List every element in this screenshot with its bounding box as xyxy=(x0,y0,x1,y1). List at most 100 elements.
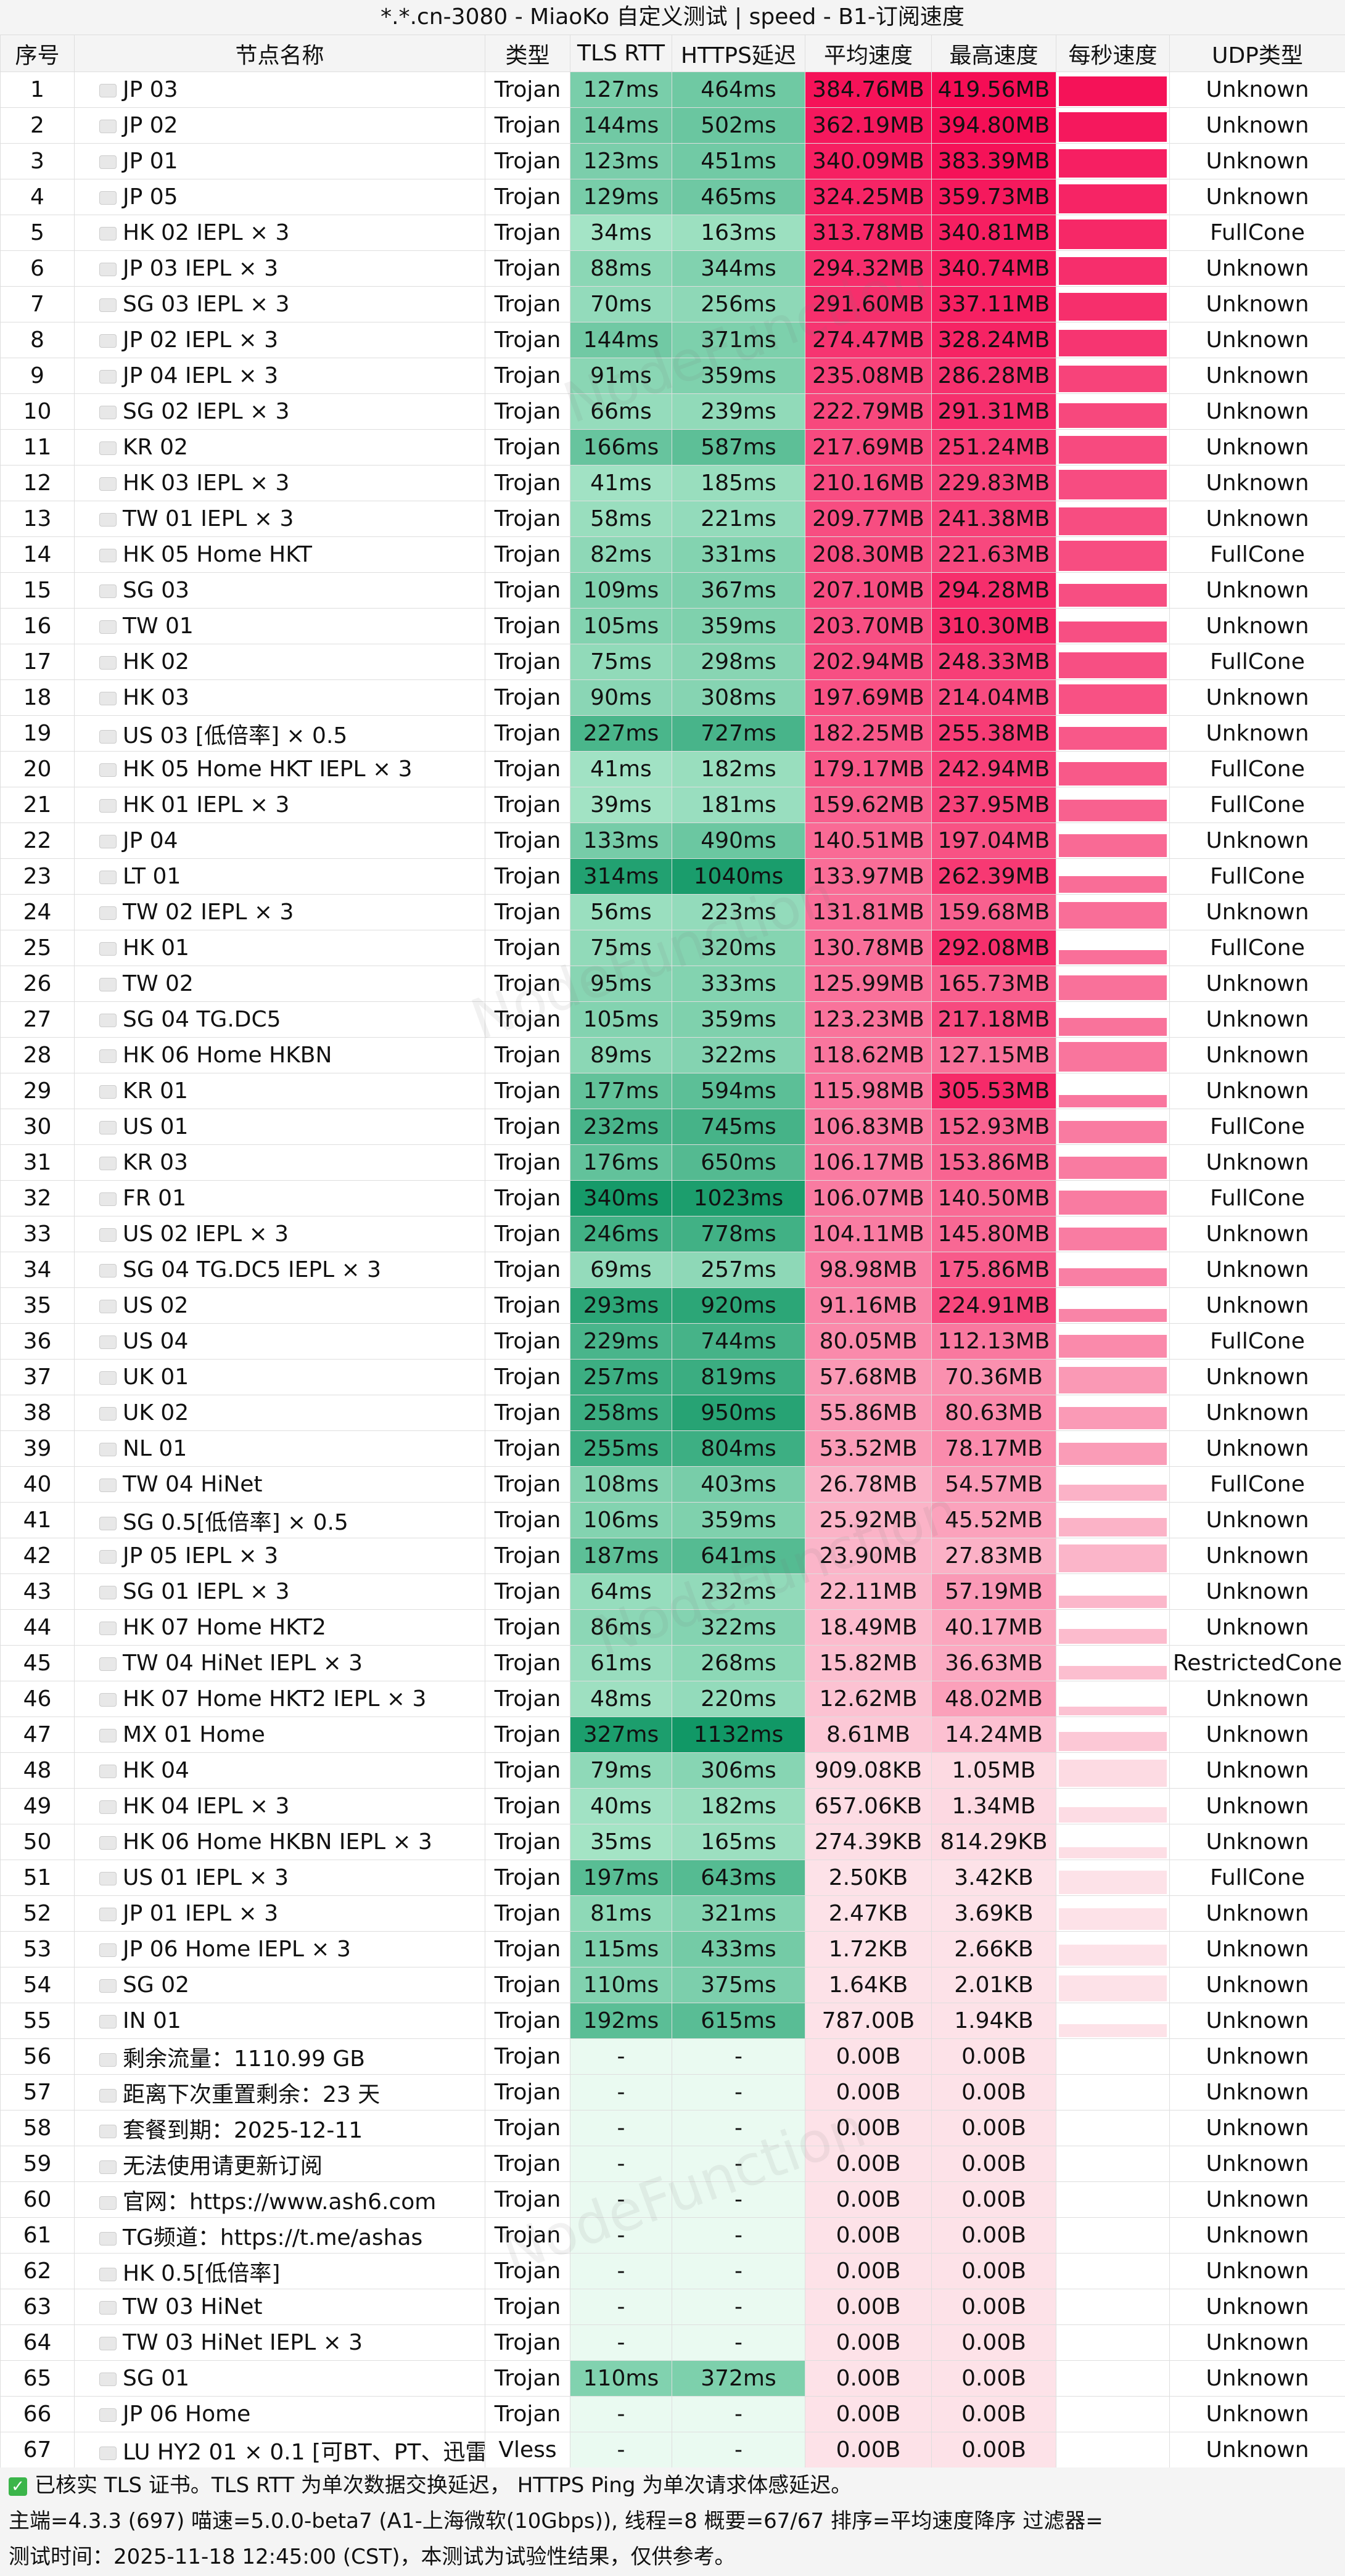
node-name-text: JP 06 Home xyxy=(123,2402,251,2427)
row-index: 66 xyxy=(0,2396,75,2432)
max-speed: 310.30MB xyxy=(931,608,1056,644)
per-second-speed xyxy=(1056,429,1170,466)
table-row: 15 SG 03 Trojan 109ms 367ms 207.10MB 294.28MB U… xyxy=(0,572,1345,609)
average-speed: 909.08KB xyxy=(805,1752,932,1789)
max-speed: 70.36MB xyxy=(931,1359,1056,1395)
node-name: HK 06 Home HKBN IEPL × 3 xyxy=(74,1824,485,1860)
protocol-type: Trojan xyxy=(485,2253,570,2289)
table-row: 41 SG 0.5[低倍率] × 0.5 Trojan 106ms 359ms 25.92… xyxy=(0,1502,1345,1538)
protocol-type: Trojan xyxy=(485,1788,570,1824)
speed-sparkline xyxy=(1059,1017,1167,1036)
protocol-type: Trojan xyxy=(485,358,570,394)
node-name: NL 01 xyxy=(74,1430,485,1467)
flag-icon xyxy=(99,1800,117,1814)
table-row: 39 NL 01 Trojan 255ms 804ms 53.52MB 78.17MB Unk… xyxy=(0,1430,1345,1467)
node-name-text: HK 05 Home HKT xyxy=(123,542,313,567)
flag-icon xyxy=(99,2301,117,2315)
udp-type: Unknown xyxy=(1169,679,1345,716)
tls-rtt: 327ms xyxy=(570,1717,672,1753)
row-index: 13 xyxy=(0,501,75,537)
https-latency: - xyxy=(672,2146,805,2182)
flag-icon xyxy=(99,1943,117,1957)
tls-rtt: 129ms xyxy=(570,179,672,215)
average-speed: 106.07MB xyxy=(805,1180,932,1216)
udp-type: Unknown xyxy=(1169,465,1345,501)
protocol-type: Vless xyxy=(485,2432,570,2468)
max-speed: 152.93MB xyxy=(931,1109,1056,1145)
tls-rtt: - xyxy=(570,2432,672,2468)
protocol-type: Trojan xyxy=(485,715,570,752)
row-index: 52 xyxy=(0,1895,75,1932)
node-name-text: HK 03 IEPL × 3 xyxy=(123,470,290,496)
row-index: 61 xyxy=(0,2217,75,2254)
tls-rtt: 69ms xyxy=(570,1252,672,1288)
table-row: 3 JP 01 Trojan 123ms 451ms 340.09MB 383.39MB Un… xyxy=(0,143,1345,179)
https-latency: 256ms xyxy=(672,286,805,322)
footer-line: ✓ 已核实 TLS 证书。TLS RTT 为单次数据交换延迟， HTTPS Pin… xyxy=(9,2467,1345,2503)
per-second-speed xyxy=(1056,858,1170,895)
flag-icon xyxy=(99,1622,117,1635)
node-name-text: JP 04 IEPL × 3 xyxy=(123,363,279,388)
per-second-speed xyxy=(1056,1538,1170,1574)
tls-rtt: 48ms xyxy=(570,1681,672,1717)
protocol-type: Trojan xyxy=(485,2217,570,2254)
per-second-speed xyxy=(1056,2110,1170,2146)
udp-type: Unknown xyxy=(1169,1430,1345,1467)
udp-type: Unknown xyxy=(1169,1967,1345,2003)
node-name: SG 03 xyxy=(74,572,485,609)
flag-icon xyxy=(99,477,117,491)
per-second-speed xyxy=(1056,1109,1170,1145)
protocol-type: Trojan xyxy=(485,1502,570,1538)
tls-rtt: 229ms xyxy=(570,1323,672,1360)
max-speed: 0.00B xyxy=(931,2432,1056,2468)
node-name-text: HK 04 IEPL × 3 xyxy=(123,1794,290,1819)
tls-rtt: 115ms xyxy=(570,1931,672,1967)
node-name: HK 02 xyxy=(74,644,485,680)
speed-sparkline xyxy=(1059,761,1167,786)
average-speed: 202.94MB xyxy=(805,644,932,680)
protocol-type: Trojan xyxy=(485,1717,570,1753)
node-name: LT 01 xyxy=(74,858,485,895)
per-second-speed xyxy=(1056,1717,1170,1753)
tls-rtt: 82ms xyxy=(570,536,672,573)
flag-icon xyxy=(99,1228,117,1242)
protocol-type: Trojan xyxy=(485,1180,570,1216)
node-name-text: JP 01 xyxy=(123,149,178,174)
table-row: 48 HK 04 Trojan 79ms 306ms 909.08KB 1.05MB Unkn… xyxy=(0,1752,1345,1789)
flag-icon xyxy=(99,227,117,240)
protocol-type: Trojan xyxy=(485,465,570,501)
protocol-type: Trojan xyxy=(485,930,570,966)
tls-rtt: 133ms xyxy=(570,822,672,859)
udp-type: Unknown xyxy=(1169,1717,1345,1753)
node-name-text: US 02 IEPL × 3 xyxy=(123,1221,289,1247)
https-latency: 182ms xyxy=(672,751,805,787)
https-latency: 165ms xyxy=(672,1824,805,1860)
row-index: 7 xyxy=(0,286,75,322)
node-name-text: US 03 [低倍率] × 0.5 xyxy=(123,723,348,749)
table-row: 7 SG 03 IEPL × 3 Trojan 70ms 256ms 291.60MB 33… xyxy=(0,286,1345,322)
https-latency: - xyxy=(672,2181,805,2218)
protocol-type: Trojan xyxy=(485,1430,570,1467)
protocol-type: Trojan xyxy=(485,751,570,787)
udp-type: Unknown xyxy=(1169,429,1345,466)
max-speed: 419.56MB xyxy=(931,72,1056,108)
flag-icon xyxy=(99,1908,117,1921)
max-speed: 3.42KB xyxy=(931,1860,1056,1896)
udp-type: Unknown xyxy=(1169,1681,1345,1717)
max-speed: 394.80MB xyxy=(931,107,1056,144)
udp-type: Unknown xyxy=(1169,1001,1345,1038)
max-speed: 0.00B xyxy=(931,2217,1056,2254)
node-name: TG频道：https://t.me/ashas xyxy=(74,2217,485,2254)
row-index: 16 xyxy=(0,608,75,644)
row-index: 53 xyxy=(0,1931,75,1967)
max-speed: 0.00B xyxy=(931,2396,1056,2432)
udp-type: FullCone xyxy=(1169,1180,1345,1216)
node-name-text: HK 0.5[低倍率] xyxy=(123,2260,281,2286)
tls-rtt: - xyxy=(570,2217,672,2254)
average-speed: 133.97MB xyxy=(805,858,932,895)
max-speed: 153.86MB xyxy=(931,1144,1056,1181)
table-row: 59 无法使用请更新订阅 Trojan - -0.00B 0.00B Unknown xyxy=(0,2146,1345,2182)
row-index: 14 xyxy=(0,536,75,573)
node-name: JP 03 IEPL × 3 xyxy=(74,250,485,287)
